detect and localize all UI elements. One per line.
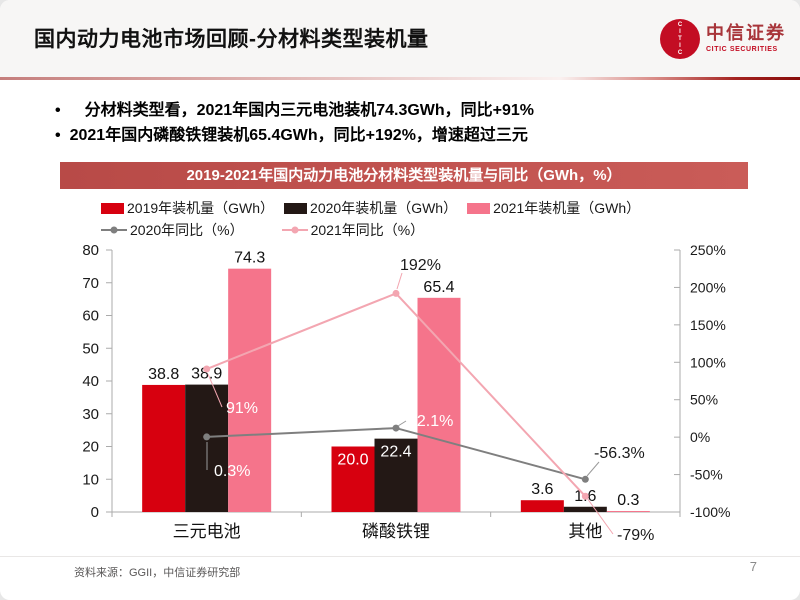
citic-logo: CITIC 中信证券 CITIC SECURITIES	[660, 19, 786, 59]
trend-point	[203, 365, 211, 373]
line-value-label: 0.3%	[214, 463, 250, 480]
bar-value-label: 22.4	[380, 444, 411, 461]
legend-label: 2020年装机量（GWh）	[310, 200, 458, 216]
callout-line	[586, 461, 600, 477]
bar-value-label: 38.9	[191, 366, 222, 383]
bar	[228, 268, 272, 512]
bar	[417, 297, 461, 512]
category-label: 磷酸铁锂	[362, 522, 430, 541]
right-axis-tick-label: 50%	[690, 392, 718, 408]
line-value-label: 91%	[226, 400, 258, 417]
bar-value-label: 3.6	[531, 481, 553, 498]
trend-point	[581, 475, 589, 483]
callout-line	[396, 272, 403, 290]
bar-value-label: 38.8	[148, 366, 179, 383]
left-axis-tick-label: 60	[82, 308, 99, 325]
bar-value-label: 0.3	[617, 492, 639, 509]
legend-swatch-2019	[101, 202, 124, 214]
citic-logo-text: 中信证券 CITIC SECURITIES	[706, 23, 786, 54]
right-axis-tick-label: 100%	[690, 354, 726, 370]
citic-logo-icon-text: CITIC	[677, 21, 683, 57]
callout-line	[397, 420, 407, 427]
legend-line-marker-2021	[281, 225, 308, 235]
chart-legend: 2019年装机量（GWh） 2020年装机量（GWh） 2021年装机量（GWh…	[101, 197, 650, 241]
source-note: 资料来源：GGII，中信证券研究部	[74, 567, 241, 579]
right-axis-tick-label: 250%	[690, 242, 726, 258]
legend-label: 2021年装机量（GWh）	[493, 200, 641, 216]
left-axis-tick-label: 20	[82, 439, 99, 456]
legend-swatch-2021	[467, 202, 491, 214]
right-axis-tick-label: -100%	[690, 504, 730, 520]
legend-label: 2020年同比（%）	[130, 222, 244, 238]
footer-divider	[0, 556, 800, 557]
citic-logo-icon: CITIC	[660, 19, 700, 59]
category-label: 其他	[568, 522, 602, 541]
bullet-item: • 分材料类型看，2021年国内三元电池装机74.3GWh，同比+91%	[55, 99, 534, 122]
chart-title-banner: 2019-2021年国内动力电池分材料类型装机量与同比（GWh，%）	[60, 162, 748, 189]
trend-point	[392, 424, 400, 432]
left-axis-tick-label: 70	[82, 275, 99, 292]
bar	[374, 438, 418, 512]
bar	[142, 384, 186, 512]
bullet-dot-icon: •	[55, 102, 61, 119]
logo-name-en: CITIC SECURITIES	[706, 46, 778, 53]
line-value-label: 12.1%	[408, 413, 453, 430]
legend-line-marker-2020	[101, 225, 127, 235]
combo-chart: 0 10 20 30 40 50 60 70 80 -100% -50% 0% 50% 100% 150% 2…	[82, 242, 730, 544]
right-axis-tick-label: 150%	[690, 317, 726, 333]
legend-item-2021-bars: 2021年装机量（GWh）	[467, 198, 640, 218]
legend-label: 2021年同比（%）	[310, 222, 425, 238]
legend-label: 2019年装机量（GWh）	[127, 200, 275, 216]
page-number: 7	[749, 559, 757, 574]
bullet-text: 2021年国内磷酸铁锂装机65.4GWh，同比+192%，增速超过三元	[69, 127, 528, 144]
trend-point	[203, 433, 211, 441]
bullet-list: • 分材料类型看，2021年国内三元电池装机74.3GWh，同比+91% • 2…	[55, 99, 534, 149]
left-axis-tick-label: 30	[82, 406, 99, 423]
bar	[606, 511, 650, 512]
callout-line	[207, 373, 223, 408]
callout-line	[586, 497, 614, 535]
bar-value-label: 20.0	[337, 452, 368, 469]
title-divider	[0, 77, 800, 80]
bar	[520, 500, 564, 512]
line-value-label: -79%	[617, 527, 654, 544]
logo-name-cn: 中信证券	[706, 23, 786, 44]
right-axis-tick-label: -50%	[690, 467, 723, 483]
bar-value-label: 65.4	[423, 279, 454, 296]
right-axis-tick-label: 0%	[690, 429, 710, 445]
category-label: 三元电池	[173, 522, 241, 541]
legend-row: 2019年装机量（GWh） 2020年装机量（GWh） 2021年装机量（GWh…	[101, 197, 650, 219]
legend-item-2021-yoy-line: 2021年同比（%）	[281, 220, 425, 240]
line-value-label: 192%	[400, 257, 441, 274]
left-axis-tick-label: 40	[82, 373, 99, 390]
bar	[331, 446, 375, 512]
right-axis-tick-label: 200%	[690, 279, 726, 295]
bar	[563, 506, 607, 512]
left-axis-tick-label: 50	[82, 340, 99, 357]
trend-point	[392, 289, 400, 297]
legend-item-2019-bars: 2019年装机量（GWh）	[101, 198, 274, 218]
left-axis-tick-label: 0	[91, 504, 99, 521]
left-axis-tick-label: 80	[82, 242, 99, 259]
bullet-dot-icon: •	[55, 127, 61, 144]
line-value-label: -56.3%	[594, 445, 645, 462]
bullet-item: • 2021年国内磷酸铁锂装机65.4GWh，同比+192%，增速超过三元	[55, 124, 534, 147]
legend-item-2020-yoy-line: 2020年同比（%）	[101, 220, 244, 240]
page-title: 国内动力电池市场回顾-分材料类型装机量	[34, 28, 429, 51]
legend-item-2020-bars: 2020年装机量（GWh）	[284, 198, 457, 218]
left-axis-tick-label: 10	[82, 471, 99, 488]
legend-swatch-2020	[284, 202, 308, 214]
bar-value-label: 74.3	[234, 250, 265, 267]
bullet-text: 分材料类型看，2021年国内三元电池装机74.3GWh，同比+91%	[84, 102, 535, 119]
legend-row: 2020年同比（%） 2021年同比（%）	[101, 219, 650, 241]
